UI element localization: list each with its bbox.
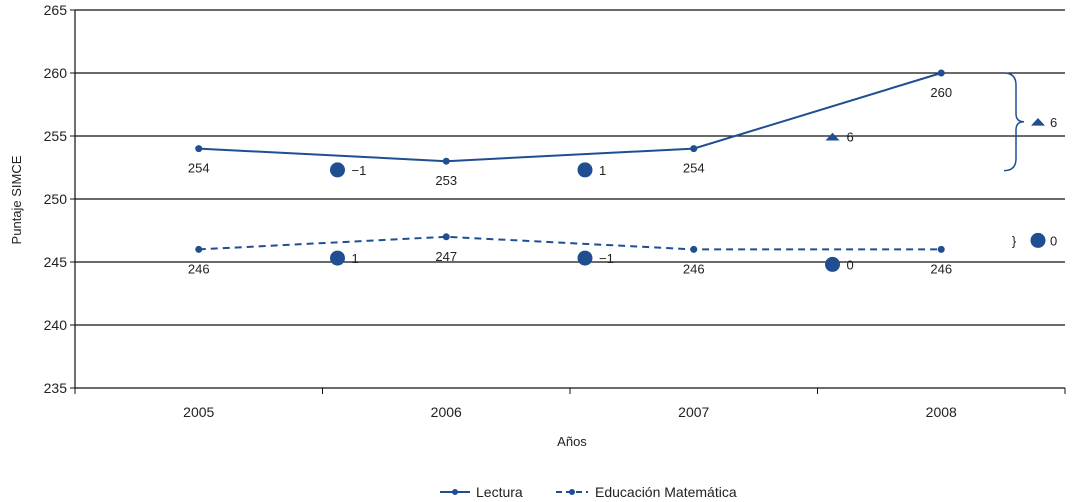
series-layer: 254 253 254 260 246 247 246 246 bbox=[188, 69, 952, 276]
change-label-educacion-matematica-2005-2006: 1 bbox=[352, 251, 359, 266]
data-label-lectura-2007: 254 bbox=[683, 161, 705, 176]
axes bbox=[74, 10, 1066, 394]
change-markers: −1 1 6 1 −1 0 6} 0 bbox=[330, 72, 1057, 272]
change-label-lectura-2006-2007: 1 bbox=[599, 163, 606, 178]
point-lectura-2008 bbox=[937, 69, 945, 77]
data-label-lectura-2006: 253 bbox=[435, 173, 457, 188]
legend-dot-matematica bbox=[569, 489, 575, 495]
y-tick-265: 265 bbox=[44, 2, 68, 18]
y-tick-260: 260 bbox=[44, 65, 68, 81]
data-label-educacion-matematica-2006: 247 bbox=[435, 249, 457, 264]
point-educacion-matematica-2007 bbox=[690, 245, 698, 253]
series-line-educacion-matematica bbox=[198, 235, 942, 251]
x-axis-title: Años bbox=[557, 434, 587, 449]
change-label-lectura-2005-2006: −1 bbox=[352, 163, 367, 178]
change-symbol-educacion-matematica-2005-2006 bbox=[330, 250, 345, 266]
x-tick-2007: 2007 bbox=[678, 404, 709, 420]
x-tick-labels: 2005 2006 2007 2008 bbox=[183, 404, 957, 420]
overall-label-educacion-matematica: 0 bbox=[1050, 233, 1057, 248]
y-tick-245: 245 bbox=[44, 254, 68, 270]
x-tick-2008: 2008 bbox=[926, 404, 957, 420]
point-lectura-2005 bbox=[195, 145, 203, 153]
change-label-educacion-matematica-2006-2007: −1 bbox=[599, 251, 614, 266]
point-educacion-matematica-2008 bbox=[937, 245, 945, 253]
y-tick-235: 235 bbox=[44, 380, 68, 396]
y-tick-250: 250 bbox=[44, 191, 68, 207]
point-lectura-2007 bbox=[690, 145, 698, 153]
point-lectura-2006 bbox=[442, 157, 450, 165]
change-symbol-educacion-matematica-2007-2008 bbox=[825, 256, 840, 272]
data-label-educacion-matematica-2007: 246 bbox=[683, 261, 705, 276]
data-label-lectura-2005: 254 bbox=[188, 161, 210, 176]
change-symbol-lectura-2006-2007 bbox=[577, 162, 593, 178]
point-educacion-matematica-2005 bbox=[195, 245, 203, 253]
series-line-lectura bbox=[198, 72, 942, 163]
change-symbol-lectura-2005-2006 bbox=[330, 162, 345, 178]
y-tick-240: 240 bbox=[44, 317, 68, 333]
x-tick-2006: 2006 bbox=[431, 404, 462, 420]
gridlines bbox=[70, 9, 1065, 389]
y-axis-title: Puntaje SIMCE bbox=[9, 155, 24, 244]
change-label-lectura-2007-2008: 6 bbox=[847, 130, 854, 145]
x-tick-2005: 2005 bbox=[183, 404, 214, 420]
overall-brace-lectura bbox=[1003, 72, 1025, 172]
legend-label-lectura: Lectura bbox=[476, 484, 523, 500]
legend-dot-lectura bbox=[452, 489, 458, 495]
change-label-educacion-matematica-2007-2008: 0 bbox=[847, 257, 854, 272]
change-symbol-lectura-2007-2008 bbox=[825, 132, 840, 141]
point-educacion-matematica-2006 bbox=[442, 233, 450, 241]
y-tick-255: 255 bbox=[44, 128, 68, 144]
overall-brace-educacion-matematica: } bbox=[1012, 233, 1017, 248]
data-label-educacion-matematica-2008: 246 bbox=[930, 261, 952, 276]
legend: Lectura Educación Matemática bbox=[440, 484, 737, 500]
data-label-educacion-matematica-2005: 246 bbox=[188, 261, 210, 276]
data-label-lectura-2008: 260 bbox=[930, 85, 952, 100]
change-symbol-educacion-matematica-2006-2007 bbox=[577, 250, 593, 266]
overall-symbol-educacion-matematica bbox=[1030, 232, 1046, 248]
overall-symbol-lectura bbox=[1031, 117, 1045, 126]
legend-label-matematica: Educación Matemática bbox=[595, 484, 737, 500]
overall-label-lectura: 6 bbox=[1050, 115, 1057, 130]
y-tick-labels: 235 240 245 250 255 260 265 bbox=[44, 2, 68, 396]
